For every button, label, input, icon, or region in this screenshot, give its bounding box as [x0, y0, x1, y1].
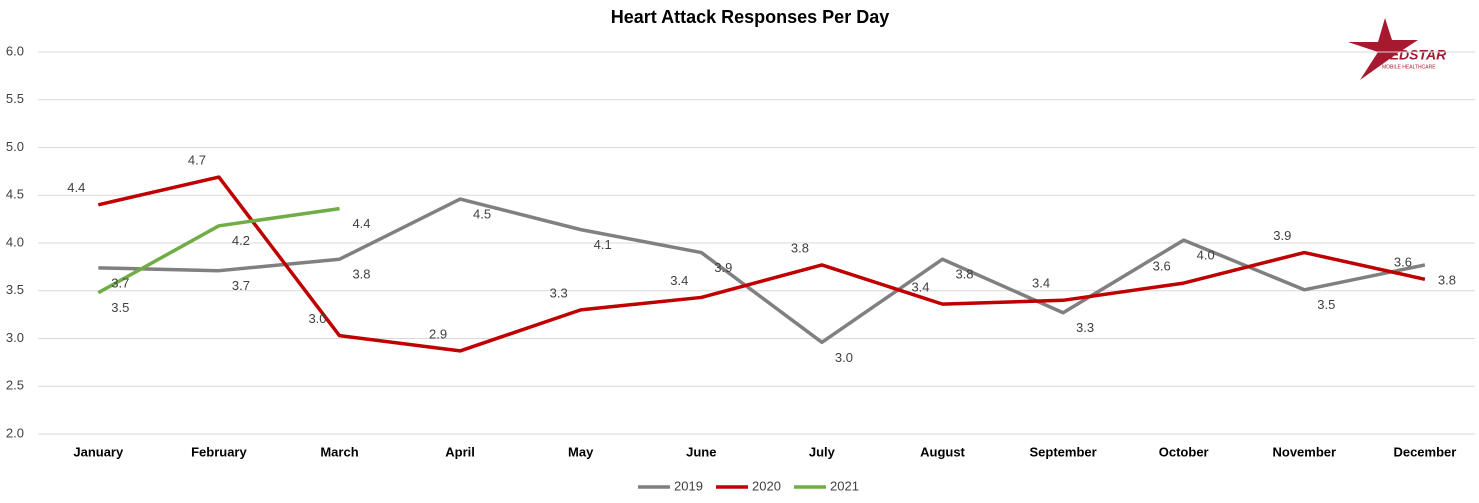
data-label: 4.5 — [473, 207, 491, 222]
y-tick-label: 5.0 — [6, 139, 24, 154]
data-label: 3.0 — [835, 350, 853, 365]
data-label: 3.8 — [352, 267, 370, 282]
data-label: 3.8 — [955, 267, 973, 282]
data-label: 3.4 — [911, 280, 929, 295]
series-line — [97, 206, 340, 295]
y-tick-label: 5.5 — [6, 91, 24, 106]
legend-label: 2020 — [752, 478, 781, 493]
x-tick-label: March — [320, 444, 358, 459]
series-line — [97, 175, 1426, 353]
data-label: 3.8 — [1438, 272, 1456, 287]
data-label: 4.4 — [67, 180, 85, 195]
y-tick-label: 3.0 — [6, 330, 24, 345]
data-label: 3.8 — [791, 240, 809, 255]
legend-label: 2019 — [674, 478, 703, 493]
legend-label: 2021 — [830, 478, 859, 493]
logo: MEDSTAR MOBILE HEALTHCARE — [1348, 18, 1447, 80]
data-label: 3.7 — [111, 275, 129, 290]
x-tick-label: June — [686, 444, 716, 459]
data-label: 3.7 — [232, 278, 250, 293]
x-tick-label: September — [1029, 444, 1096, 459]
x-tick-label: February — [191, 444, 247, 459]
x-tick-label: October — [1159, 444, 1209, 459]
data-label: 3.5 — [111, 300, 129, 315]
x-tick-label: January — [73, 444, 124, 459]
series-line — [98, 197, 1426, 345]
logo-name: MEDSTAR — [1378, 47, 1447, 63]
x-tick-label: May — [568, 444, 594, 459]
data-label: 4.0 — [1197, 248, 1215, 263]
chart-title: Heart Attack Responses Per Day — [611, 7, 889, 27]
x-tick-label: July — [809, 444, 836, 459]
data-label: 3.4 — [670, 273, 688, 288]
y-tick-label: 4.0 — [6, 234, 24, 249]
data-label: 4.7 — [188, 153, 206, 168]
y-tick-label: 4.5 — [6, 187, 24, 202]
x-tick-label: December — [1393, 444, 1456, 459]
data-label: 3.0 — [308, 311, 326, 326]
data-label: 3.9 — [1273, 228, 1291, 243]
data-label: 3.9 — [714, 260, 732, 275]
x-tick-label: November — [1273, 444, 1337, 459]
data-label: 2.9 — [429, 326, 447, 341]
y-tick-label: 3.5 — [6, 282, 24, 297]
data-label: 3.4 — [1032, 276, 1050, 291]
data-label: 3.6 — [1394, 255, 1412, 270]
data-label: 3.6 — [1153, 259, 1171, 274]
data-label: 4.4 — [352, 216, 370, 231]
y-tick-label: 2.5 — [6, 378, 24, 393]
logo-star — [1348, 18, 1418, 80]
data-label: 3.5 — [1317, 297, 1335, 312]
data-label: 3.3 — [1076, 320, 1094, 335]
data-label: 3.3 — [550, 285, 568, 300]
x-tick-label: April — [445, 444, 475, 459]
data-label: 4.2 — [232, 233, 250, 248]
x-tick-label: August — [920, 444, 965, 459]
logo-tagline: MOBILE HEALTHCARE — [1382, 64, 1436, 70]
data-label: 4.1 — [594, 237, 612, 252]
y-tick-label: 6.0 — [6, 43, 24, 58]
y-tick-label: 2.0 — [6, 425, 24, 440]
